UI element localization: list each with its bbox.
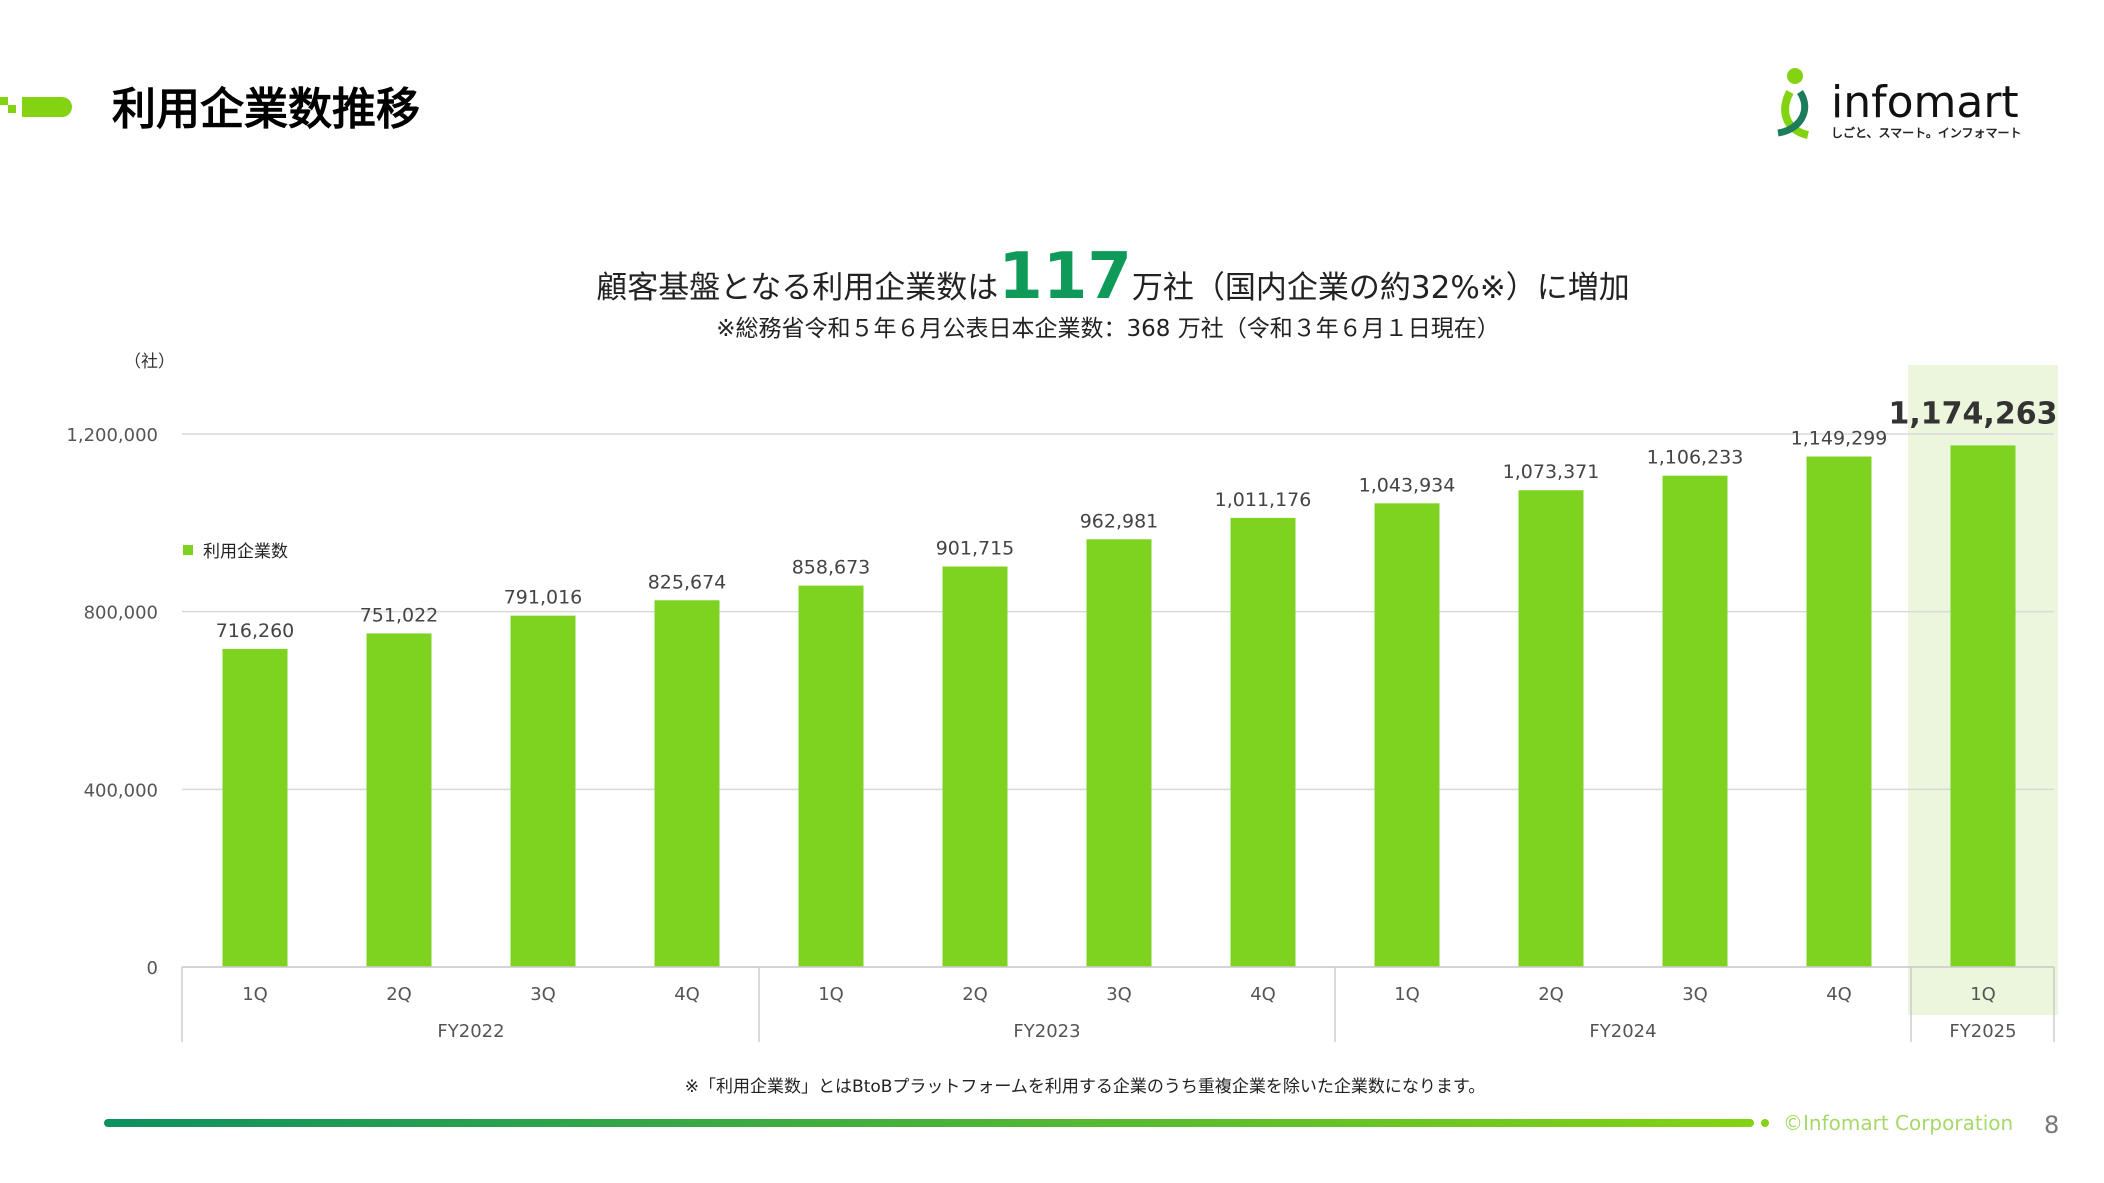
bar — [1374, 503, 1440, 967]
data-label: 751,022 — [360, 604, 439, 626]
headline: 顧客基盤となる利用企業数は117万社（国内企業の約32%※）に増加 — [596, 240, 1630, 314]
x-tick-label: 4Q — [1250, 984, 1276, 1005]
data-label: 1,073,371 — [1503, 461, 1600, 483]
headline-highlight: 117 — [998, 240, 1132, 314]
group-label: FY2022 — [437, 1021, 504, 1042]
footnote: ※「利用企業数」とはBtoBプラットフォームを利用する企業のうち重複企業を除いた… — [685, 1077, 1485, 1097]
y-tick-label: 1,200,000 — [66, 425, 158, 446]
x-tick-label: 2Q — [962, 984, 988, 1005]
group-label: FY2023 — [1013, 1021, 1080, 1042]
headline-note: ※総務省令和５年６月公表日本企業数：368 万社（令和３年６月１日現在） — [716, 316, 1499, 342]
x-tick-label: 1Q — [1394, 984, 1420, 1005]
y-tick-label: 0 — [147, 958, 158, 979]
data-label: 901,715 — [936, 537, 1015, 559]
title-decoration — [0, 97, 72, 117]
bar-chart: （社） 0 400,000 800,000 1,200,000 利用企業数 716,260 1… — [66, 352, 2058, 1042]
data-label: 825,674 — [648, 571, 727, 593]
bar — [798, 585, 864, 967]
page-title: 利用企業数推移 — [112, 84, 420, 135]
x-tick-label: 4Q — [674, 984, 700, 1005]
svg-text:infomart: infomart — [1831, 77, 2019, 128]
y-tick-label: 400,000 — [84, 780, 158, 801]
x-tick-label: 1Q — [1970, 984, 1996, 1005]
bar — [1950, 445, 2016, 967]
x-tick-label: 2Q — [1538, 984, 1564, 1005]
x-tick-label: 4Q — [1826, 984, 1852, 1005]
bar — [1086, 539, 1152, 967]
legend-label: 利用企業数 — [203, 542, 288, 562]
x-tick-label: 1Q — [818, 984, 844, 1005]
group-label: FY2025 — [1949, 1021, 2016, 1042]
x-tick-label: 1Q — [242, 984, 268, 1005]
bar — [1806, 456, 1872, 967]
x-tick-label: 3Q — [1106, 984, 1132, 1005]
bar — [222, 648, 288, 967]
x-tick-label: 2Q — [386, 984, 412, 1005]
data-label: 1,106,233 — [1647, 447, 1744, 469]
bar — [510, 615, 576, 967]
infomart-logo: infomart しごと、スマート。インフォマート — [1777, 68, 2022, 140]
footer-dot — [1761, 1119, 1769, 1127]
bar — [942, 566, 1008, 967]
page-number: 8 — [2044, 1111, 2059, 1139]
group-label: FY2024 — [1589, 1021, 1656, 1042]
bar — [654, 600, 720, 967]
logo-icon — [1787, 68, 1803, 84]
legend-swatch — [183, 545, 193, 555]
data-label: 716,260 — [216, 620, 295, 642]
data-label: 962,981 — [1080, 510, 1159, 532]
svg-text:しごと、スマート。インフォマート: しごと、スマート。インフォマート — [1831, 125, 2022, 140]
footer-gradient-bar — [104, 1119, 1754, 1127]
bar — [1230, 517, 1296, 967]
bar — [1662, 475, 1728, 967]
data-label: 1,149,299 — [1791, 428, 1888, 450]
y-axis-label: （社） — [124, 352, 175, 372]
bar — [366, 633, 432, 967]
x-tick-label: 3Q — [530, 984, 556, 1005]
data-label: 1,011,176 — [1215, 489, 1312, 511]
bar — [1518, 490, 1584, 967]
data-label: 1,043,934 — [1359, 474, 1456, 496]
highlighted-data-label: 1,174,263 — [1889, 396, 2058, 431]
copyright: ©Infomart Corporation — [1783, 1111, 2013, 1135]
x-tick-label: 3Q — [1682, 984, 1708, 1005]
data-label: 791,016 — [504, 587, 583, 609]
data-label: 858,673 — [792, 557, 871, 579]
y-tick-label: 800,000 — [84, 603, 158, 624]
